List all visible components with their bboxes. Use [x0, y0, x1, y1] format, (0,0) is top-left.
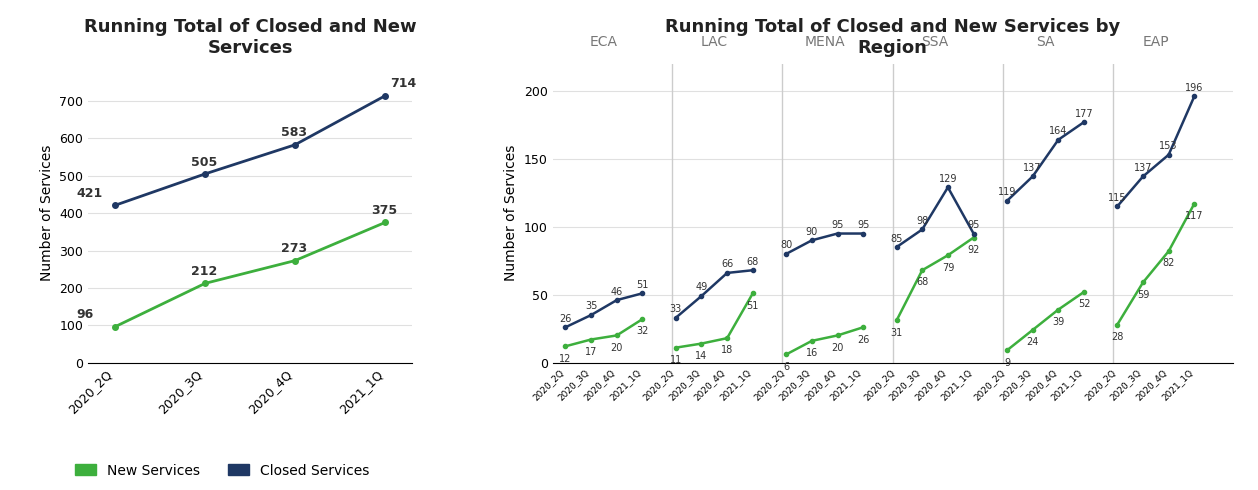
Title: Running Total of Closed and New Services by
Region: Running Total of Closed and New Services…	[665, 18, 1121, 56]
Text: 26: 26	[560, 314, 571, 324]
Text: 49: 49	[696, 282, 707, 293]
Legend: New Services, Closed Services: New Services, Closed Services	[70, 458, 375, 483]
Text: 51: 51	[746, 300, 759, 311]
Text: 12: 12	[560, 354, 571, 364]
Text: 98: 98	[916, 216, 928, 226]
Text: 17: 17	[585, 347, 598, 357]
Text: SA: SA	[1037, 35, 1054, 49]
Text: 714: 714	[390, 77, 416, 91]
Text: 164: 164	[1049, 126, 1068, 136]
Text: 90: 90	[805, 227, 818, 237]
Text: 129: 129	[938, 174, 957, 184]
Text: 39: 39	[1052, 317, 1064, 327]
Y-axis label: Number of Services: Number of Services	[504, 145, 518, 281]
Text: 177: 177	[1074, 109, 1093, 119]
Text: 95: 95	[857, 220, 869, 230]
Text: 212: 212	[191, 265, 218, 278]
Text: 66: 66	[721, 259, 733, 270]
Text: 32: 32	[637, 326, 649, 337]
Text: 33: 33	[669, 304, 682, 314]
Text: 35: 35	[585, 301, 598, 312]
Text: 18: 18	[721, 345, 733, 355]
Text: 96: 96	[77, 308, 93, 321]
Title: Running Total of Closed and New
Services: Running Total of Closed and New Services	[84, 18, 416, 56]
Text: 92: 92	[967, 245, 980, 255]
Text: MENA: MENA	[804, 35, 845, 49]
Text: 421: 421	[77, 187, 102, 200]
Text: 16: 16	[805, 348, 818, 358]
Text: LAC: LAC	[701, 35, 728, 49]
Text: 119: 119	[998, 187, 1016, 197]
Text: EAP: EAP	[1142, 35, 1169, 49]
Text: 11: 11	[669, 355, 682, 365]
Y-axis label: Number of Services: Number of Services	[40, 145, 54, 281]
Text: 51: 51	[637, 280, 649, 290]
Text: 85: 85	[891, 234, 903, 244]
Text: 79: 79	[942, 263, 954, 272]
Text: 68: 68	[747, 257, 759, 267]
Text: SSA: SSA	[921, 35, 949, 49]
Text: 117: 117	[1185, 211, 1204, 221]
Text: 20: 20	[832, 343, 844, 353]
Text: 375: 375	[371, 204, 398, 217]
Text: 14: 14	[696, 351, 707, 361]
Text: 273: 273	[281, 242, 307, 255]
Text: 82: 82	[1162, 258, 1175, 269]
Text: 115: 115	[1108, 193, 1127, 203]
Text: 196: 196	[1185, 83, 1204, 93]
Text: 26: 26	[857, 335, 869, 344]
Text: 6: 6	[784, 362, 789, 372]
Text: 505: 505	[191, 156, 218, 169]
Text: 52: 52	[1078, 299, 1091, 309]
Text: 31: 31	[891, 328, 903, 338]
Text: 137: 137	[1023, 163, 1042, 173]
Text: 153: 153	[1160, 141, 1177, 151]
Text: 9: 9	[1004, 358, 1010, 368]
Text: 59: 59	[1137, 290, 1149, 300]
Text: 68: 68	[916, 277, 928, 288]
Text: 95: 95	[832, 220, 844, 230]
Text: 24: 24	[1027, 337, 1039, 347]
Text: ECA: ECA	[590, 35, 618, 49]
Text: 583: 583	[281, 126, 307, 140]
Text: 137: 137	[1133, 163, 1152, 173]
Text: 95: 95	[967, 220, 980, 230]
Text: 80: 80	[780, 241, 793, 250]
Text: 46: 46	[610, 287, 623, 296]
Text: 28: 28	[1111, 332, 1123, 342]
Text: 20: 20	[610, 343, 623, 353]
